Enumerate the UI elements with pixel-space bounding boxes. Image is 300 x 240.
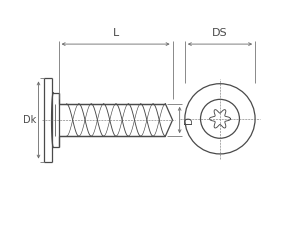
Text: D: D	[184, 116, 194, 124]
Text: Dk: Dk	[23, 115, 37, 125]
Text: DS: DS	[212, 28, 228, 38]
Text: L: L	[112, 28, 119, 38]
